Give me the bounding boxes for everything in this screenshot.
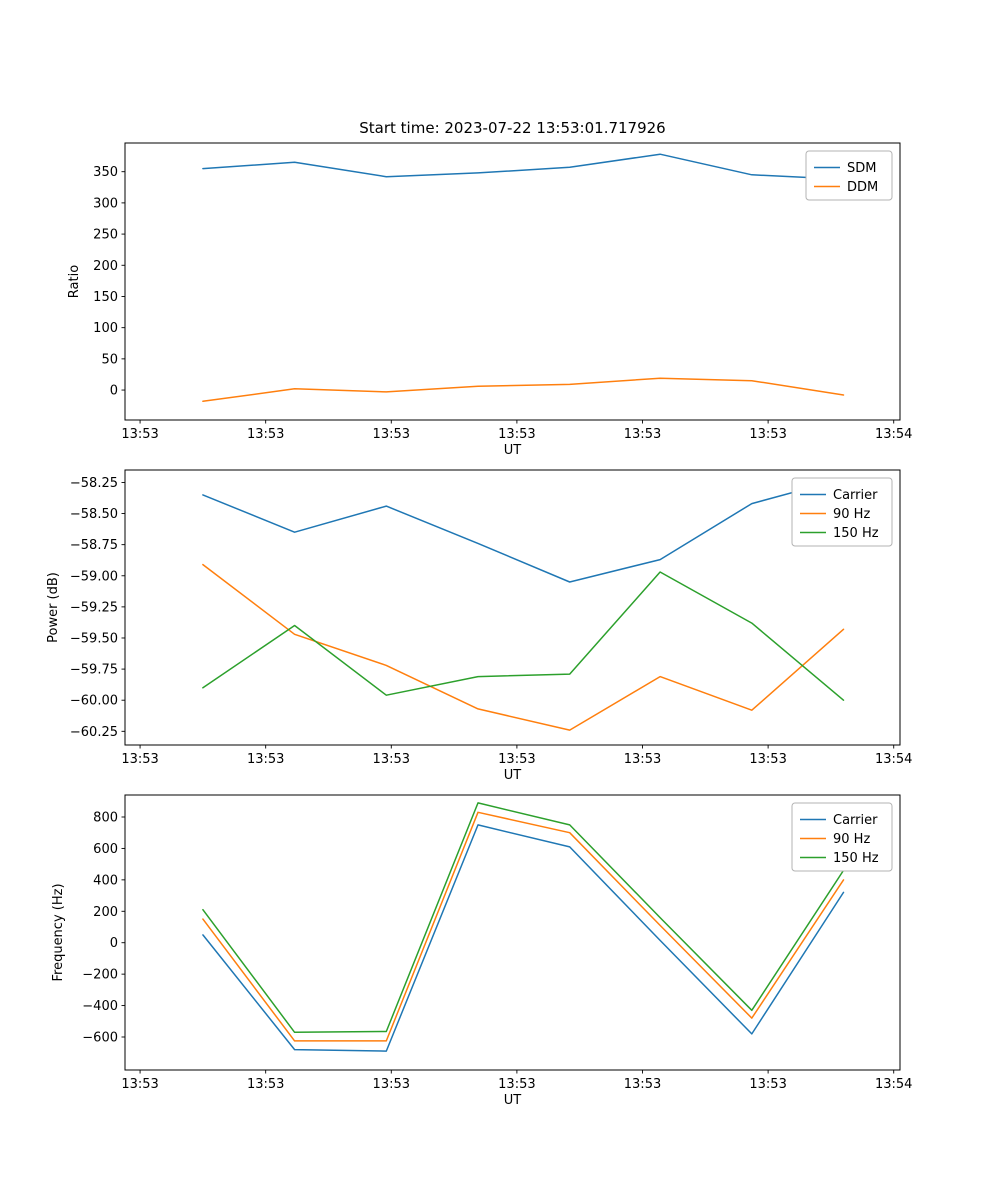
series-line-150-hz (202, 802, 845, 1034)
legend-label: SDM (847, 161, 876, 176)
y-axis-label: Ratio (67, 265, 82, 298)
legend-label: Carrier (833, 488, 878, 503)
x-tick-label: 13:54 (875, 1077, 912, 1092)
y-axis-label: Power (dB) (46, 572, 61, 643)
y-tick-label: −59.00 (70, 569, 118, 584)
legend-label: 150 Hz (833, 851, 879, 866)
y-tick-label: 800 (93, 811, 118, 826)
legend-label: 150 Hz (833, 526, 879, 541)
x-axis-label: UT (504, 1093, 522, 1108)
y-tick-label: 0 (110, 936, 118, 951)
x-tick-label: 13:53 (121, 427, 158, 442)
legend-label: 90 Hz (833, 507, 870, 522)
x-tick-label: 13:53 (121, 752, 158, 767)
x-axis-label: UT (504, 443, 522, 458)
series-line-150-hz (202, 571, 845, 701)
y-tick-label: 400 (93, 873, 118, 888)
legend-label: DDM (847, 180, 878, 195)
series-line-carrier (202, 824, 845, 1052)
y-tick-label: −600 (82, 1031, 118, 1046)
y-tick-label: −58.50 (70, 507, 118, 522)
x-tick-label: 13:53 (749, 752, 786, 767)
x-tick-label: 13:53 (498, 427, 535, 442)
chart-1: 13:53 13:53 13:53 13:53 13:53 13:53 13:54 −60.2… (46, 469, 912, 783)
y-tick-label: −59.75 (70, 663, 118, 678)
y-tick-label: 50 (101, 352, 118, 367)
x-tick-label: 13:53 (373, 752, 410, 767)
series-line-ddm (202, 377, 845, 403)
x-tick-label: 13:53 (121, 1077, 158, 1092)
y-tick-label: −200 (82, 968, 118, 983)
y-tick-label: 250 (93, 228, 118, 243)
axes-border (124, 469, 901, 746)
y-tick-label: 100 (93, 321, 118, 336)
legend-label: 90 Hz (833, 832, 870, 847)
y-tick-label: 600 (93, 842, 118, 857)
legend-label: Carrier (833, 813, 878, 828)
figure-title: Start time: 2023-07-22 13:53:01.717926 (359, 119, 665, 137)
x-axis-label: UT (504, 768, 522, 783)
y-tick-label: −58.75 (70, 538, 118, 553)
chart-2: 13:53 13:53 13:53 13:53 13:53 13:53 13:54 −600 −… (51, 794, 912, 1108)
y-tick-label: 200 (93, 259, 118, 274)
axes-border (124, 142, 901, 421)
x-tick-label: 13:53 (749, 427, 786, 442)
x-tick-label: 13:53 (624, 1077, 661, 1092)
y-tick-label: 150 (93, 290, 118, 305)
y-tick-label: −60.25 (70, 725, 118, 740)
x-tick-label: 13:54 (875, 752, 912, 767)
x-tick-label: 13:53 (624, 427, 661, 442)
y-tick-label: 200 (93, 905, 118, 920)
y-tick-label: −58.25 (70, 476, 118, 491)
y-tick-label: 300 (93, 196, 118, 211)
y-tick-label: −59.50 (70, 631, 118, 646)
y-tick-label: 350 (93, 165, 118, 180)
chart-0: 13:53 13:53 13:53 13:53 13:53 13:53 13:54 0 50 10… (67, 142, 912, 458)
y-tick-label: −60.00 (70, 694, 118, 709)
y-tick-label: −400 (82, 999, 118, 1014)
x-tick-label: 13:53 (247, 427, 284, 442)
x-tick-label: 13:53 (247, 1077, 284, 1092)
y-tick-label: 0 (110, 384, 118, 399)
series-line-90-hz (202, 563, 845, 731)
x-tick-label: 13:53 (749, 1077, 786, 1092)
x-tick-label: 13:53 (373, 427, 410, 442)
series-line-carrier (202, 477, 845, 583)
x-tick-label: 13:53 (247, 752, 284, 767)
x-tick-label: 13:53 (498, 1077, 535, 1092)
y-axis-label: Frequency (Hz) (51, 883, 66, 981)
series-line-sdm (202, 153, 845, 180)
x-tick-label: 13:53 (624, 752, 661, 767)
y-tick-label: −59.25 (70, 600, 118, 615)
x-tick-label: 13:53 (498, 752, 535, 767)
x-tick-label: 13:53 (373, 1077, 410, 1092)
x-tick-label: 13:54 (875, 427, 912, 442)
axes-border (124, 794, 901, 1071)
series-line-90-hz (202, 811, 845, 1042)
legend-box (805, 150, 893, 201)
